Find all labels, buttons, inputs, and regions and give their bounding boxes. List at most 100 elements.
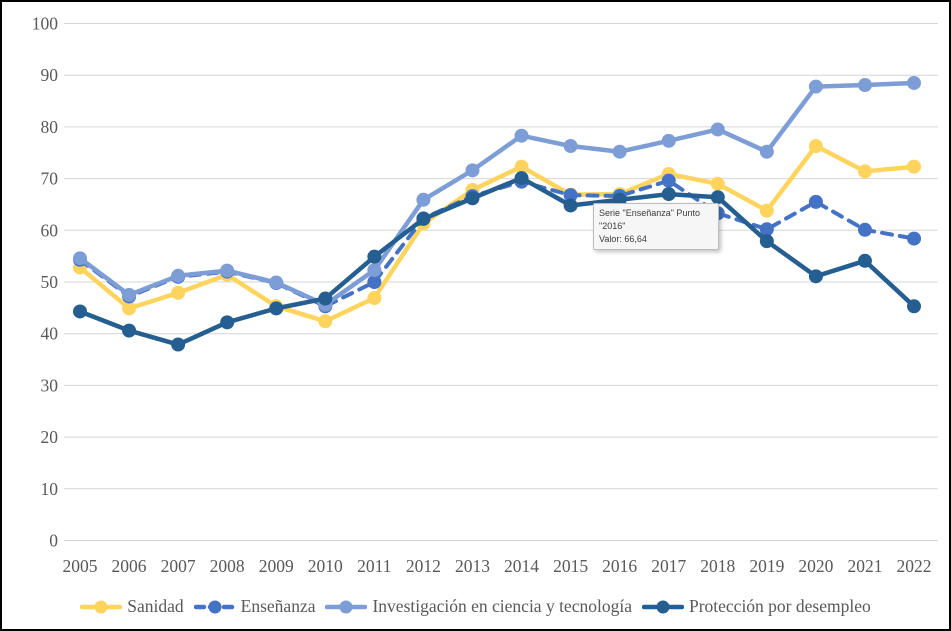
data-point-marker[interactable]: [661, 133, 676, 148]
x-axis-tick-label: 2020: [798, 556, 833, 576]
x-axis-tick-label: 2011: [357, 556, 391, 576]
data-point-marker[interactable]: [73, 251, 87, 266]
y-axis-tick-label: 50: [41, 272, 59, 292]
y-axis-tick-label: 90: [41, 65, 59, 85]
chart-legend: Sanidad Enseñanza Investigación en ciencia…: [2, 596, 949, 617]
data-point-marker[interactable]: [710, 176, 725, 191]
data-point-marker[interactable]: [661, 173, 676, 188]
data-point-marker[interactable]: [122, 323, 137, 338]
data-point-marker[interactable]: [563, 198, 578, 213]
x-axis-tick-label: 2022: [897, 556, 932, 576]
data-point-marker[interactable]: [710, 190, 725, 205]
data-point-marker[interactable]: [367, 263, 382, 278]
x-axis-tick-label: 2017: [651, 556, 686, 576]
legend-item-0[interactable]: Sanidad: [80, 596, 184, 617]
legend-swatch-icon: [193, 600, 236, 613]
data-point-marker[interactable]: [269, 275, 284, 290]
data-point-marker[interactable]: [514, 128, 529, 143]
legend-swatch-icon: [80, 600, 123, 613]
y-axis-tick-label: 70: [41, 169, 59, 189]
data-point-marker[interactable]: [563, 139, 578, 154]
data-point-marker[interactable]: [514, 171, 529, 186]
y-axis-tick-label: 100: [32, 14, 59, 34]
series-line-2: [77, 80, 917, 307]
data-point-marker[interactable]: [465, 191, 480, 206]
data-point-marker[interactable]: [171, 285, 186, 300]
series-line-0: [77, 143, 917, 324]
data-point-marker[interactable]: [857, 78, 872, 93]
x-axis-tick-label: 2010: [308, 556, 343, 576]
data-point-marker[interactable]: [759, 222, 774, 237]
legend-swatch-icon: [641, 600, 684, 613]
x-axis-tick-label: 2012: [406, 556, 441, 576]
data-point-marker[interactable]: [416, 192, 431, 207]
x-axis-tick-label: 2021: [847, 556, 882, 576]
data-point-marker[interactable]: [907, 159, 922, 174]
x-axis-tick-label: 2006: [112, 556, 147, 576]
data-point-marker[interactable]: [808, 139, 823, 154]
legend-label: Sanidad: [127, 596, 184, 616]
data-point-marker[interactable]: [808, 194, 823, 209]
legend-item-3[interactable]: Protección por desempleo: [641, 596, 871, 617]
tooltip: Serie "Enseñanza" Punto "2016" Valor: 66…: [593, 203, 719, 251]
data-point-marker[interactable]: [612, 144, 627, 159]
y-axis-tick-label: 80: [41, 117, 59, 137]
y-axis-tick-label: 0: [49, 531, 58, 551]
legend-label: Enseñanza: [240, 596, 316, 616]
y-axis-tick-label: 20: [41, 427, 59, 447]
data-point-marker[interactable]: [661, 187, 676, 202]
x-axis-tick-label: 2008: [210, 556, 245, 576]
legend-label: Protección por desempleo: [688, 596, 871, 616]
data-point-marker[interactable]: [857, 222, 872, 237]
legend-item-2[interactable]: Investigación en ciencia y tecnología: [325, 596, 632, 617]
data-point-marker[interactable]: [318, 314, 333, 329]
data-point-marker[interactable]: [318, 291, 333, 306]
data-point-marker[interactable]: [710, 122, 725, 137]
x-axis-tick-label: 2014: [504, 556, 539, 576]
data-point-marker[interactable]: [563, 188, 578, 203]
y-axis-tick-label: 10: [41, 479, 59, 499]
data-point-marker[interactable]: [367, 249, 382, 264]
tooltip-series-line: Serie "Enseñanza" Punto "2016": [599, 208, 700, 232]
legend-swatch-icon: [325, 600, 368, 613]
data-point-marker[interactable]: [808, 79, 823, 94]
y-axis-tick-label: 40: [41, 324, 59, 344]
data-point-marker[interactable]: [907, 231, 922, 246]
data-point-marker[interactable]: [514, 159, 529, 174]
x-axis-tick-label: 2019: [749, 556, 784, 576]
data-point-marker[interactable]: [171, 337, 186, 352]
x-axis-tick-label: 2009: [259, 556, 294, 576]
data-point-marker[interactable]: [269, 301, 284, 316]
data-point-marker[interactable]: [367, 275, 382, 289]
data-point-marker[interactable]: [759, 234, 774, 249]
data-point-marker[interactable]: [122, 287, 137, 302]
data-point-marker[interactable]: [367, 291, 382, 306]
x-axis-tick-label: 2005: [63, 556, 98, 576]
data-point-marker[interactable]: [220, 263, 235, 278]
legend-label: Investigación en ciencia y tecnología: [372, 596, 632, 616]
data-point-marker[interactable]: [808, 269, 823, 284]
x-axis-tick-label: 2016: [602, 556, 637, 576]
x-axis-tick-label: 2007: [161, 556, 196, 576]
data-point-marker[interactable]: [857, 164, 872, 179]
data-point-marker[interactable]: [122, 301, 137, 316]
series-line-3: [77, 175, 917, 347]
data-point-marker[interactable]: [171, 268, 186, 283]
data-point-marker[interactable]: [759, 203, 774, 218]
x-axis-tick-label: 2013: [455, 556, 490, 576]
data-point-marker[interactable]: [857, 253, 872, 268]
x-axis-tick-label: 2018: [700, 556, 735, 576]
data-point-marker[interactable]: [907, 299, 922, 314]
series-line-1: [78, 178, 917, 309]
data-point-marker[interactable]: [220, 315, 235, 330]
tooltip-value-line: Valor: 66,64: [599, 234, 647, 245]
y-axis-tick-label: 30: [41, 375, 59, 395]
data-point-marker[interactable]: [907, 75, 922, 90]
y-axis-tick-label: 60: [41, 220, 59, 240]
legend-item-1[interactable]: Enseñanza: [193, 596, 316, 617]
data-point-marker[interactable]: [465, 163, 480, 178]
data-point-marker[interactable]: [73, 304, 87, 319]
data-point-marker[interactable]: [759, 144, 774, 159]
data-point-marker[interactable]: [416, 211, 431, 226]
